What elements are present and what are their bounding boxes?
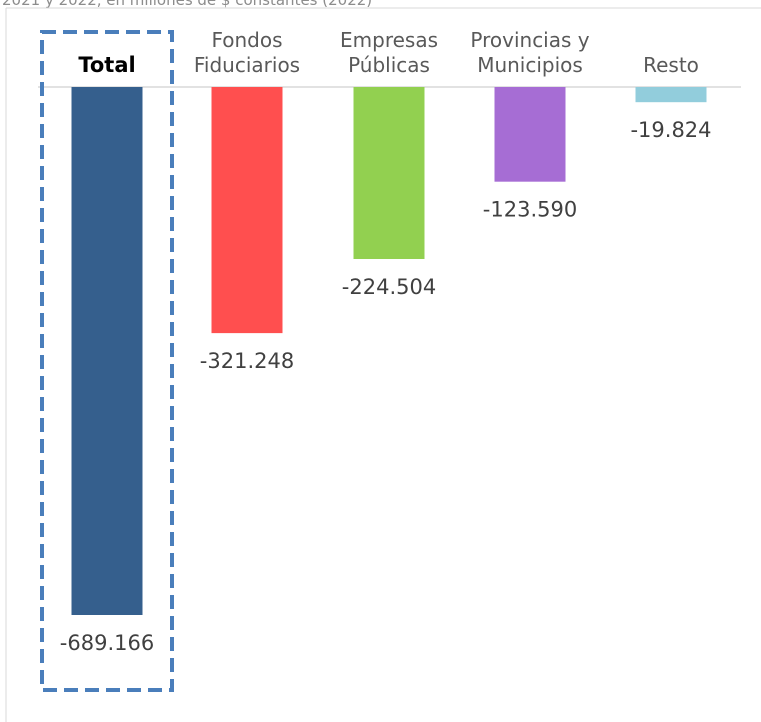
value-label-0: -689.166 <box>60 631 154 655</box>
category-label-1-line-1: Fiduciarios <box>194 53 300 77</box>
chart-subtitle: 2021 y 2022, en millones de $ constantes… <box>2 0 372 9</box>
category-label-0-line-0: Total <box>78 53 135 77</box>
bar-1 <box>211 87 283 334</box>
category-label-4-line-0: Resto <box>643 53 699 77</box>
category-label-3-line-0: Provincias y <box>470 28 589 52</box>
value-label-3: -123.590 <box>483 198 577 222</box>
bar-3 <box>494 87 566 182</box>
value-label-1: -321.248 <box>200 349 294 373</box>
value-label-2: -224.504 <box>342 275 436 299</box>
category-label-1-line-0: Fondos <box>211 28 282 52</box>
highlight-dashed-box <box>40 30 174 692</box>
bar-4 <box>635 87 707 103</box>
value-label-4: -19.824 <box>630 118 711 142</box>
category-label-2-line-0: Empresas <box>340 28 438 52</box>
category-label-3-line-1: Municipios <box>477 53 583 77</box>
bar-0 <box>71 87 143 615</box>
bar-2 <box>353 87 425 260</box>
category-label-2-line-1: Públicas <box>348 53 430 77</box>
